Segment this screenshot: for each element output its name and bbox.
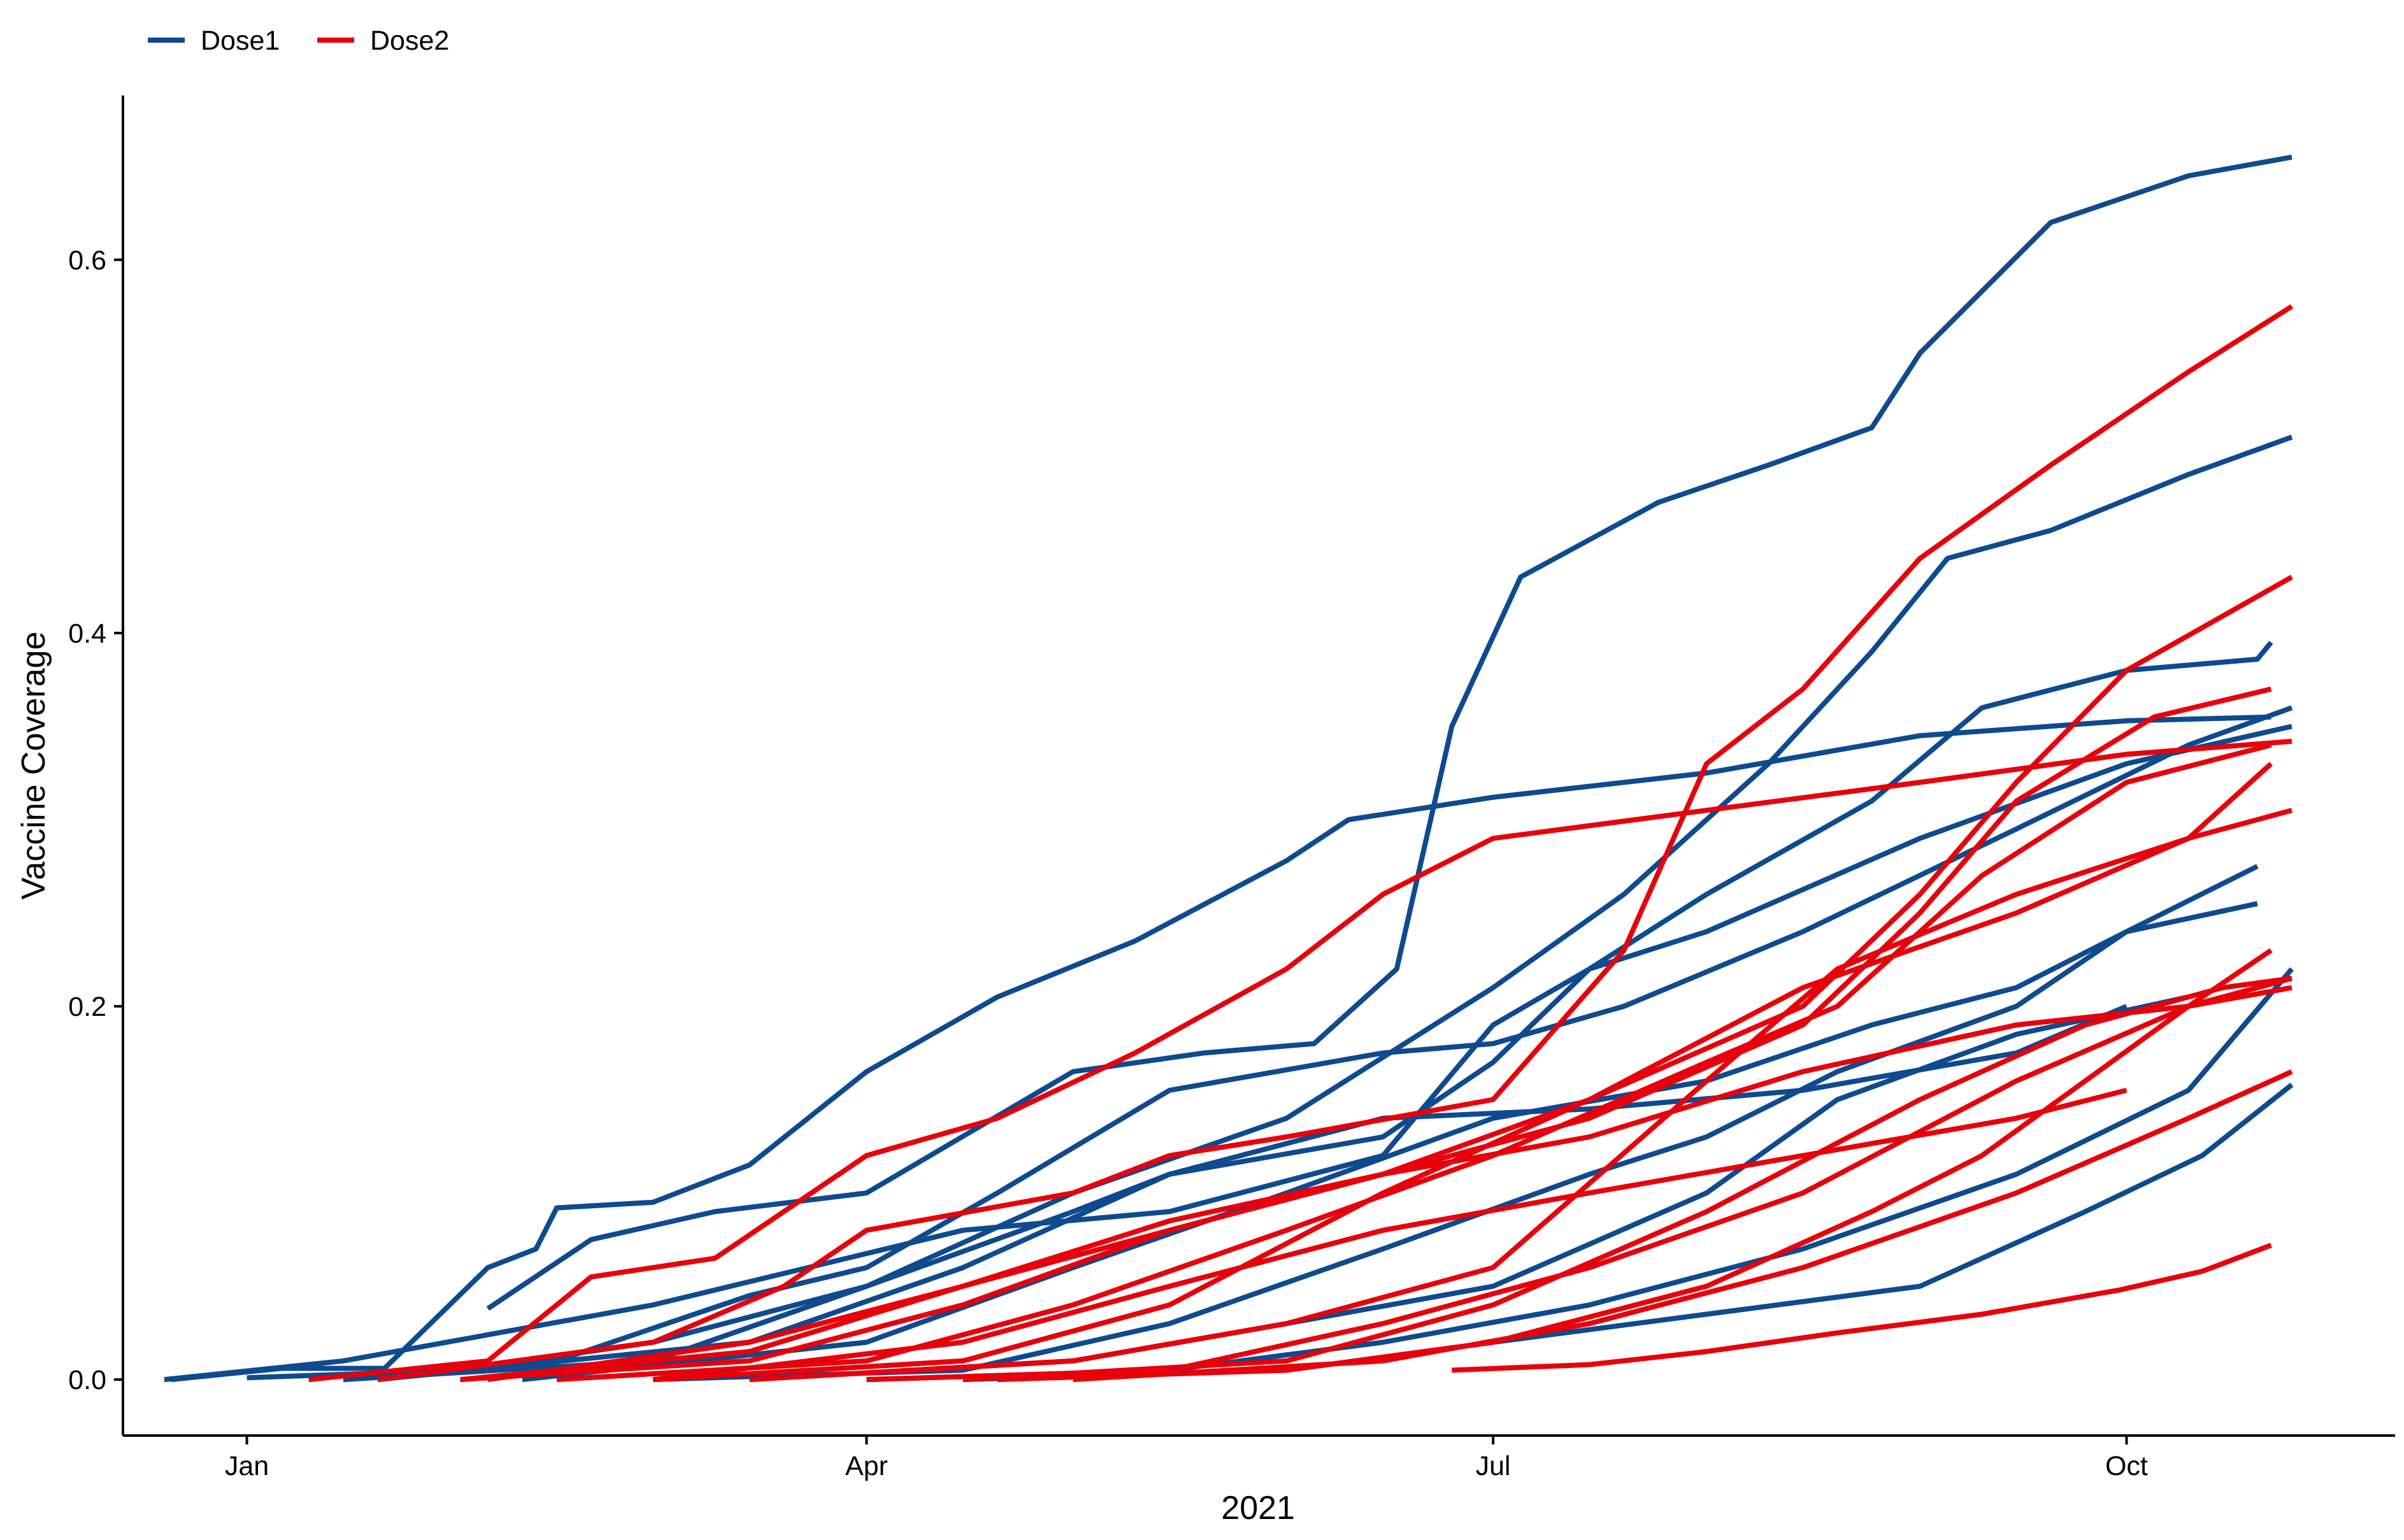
series-line-dose1-1 — [171, 714, 2272, 1383]
legend-label-dose1: Dose1 — [201, 25, 280, 56]
series-line-dose2-24 — [1452, 1243, 2272, 1373]
y-tick-label: 0.4 — [68, 618, 106, 649]
series-line-dose2-23 — [1073, 1069, 2293, 1383]
series-line-dose2-14 — [377, 304, 2294, 1383]
y-axis: 0.0 0.2 0.4 0.6 — [68, 96, 124, 1436]
x-axis-title: 2021 — [1221, 1490, 1295, 1527]
series-layer — [164, 154, 2294, 1383]
y-tick-label: 0.2 — [68, 992, 106, 1022]
x-tick-label: Jan — [225, 1451, 269, 1481]
series-line-dose2-19 — [749, 808, 2293, 1383]
series-line-dose2-26 — [460, 985, 2293, 1383]
series-line-dose1-5 — [308, 705, 2293, 1381]
legend-item-dose2[interactable]: Dose2 — [317, 25, 449, 56]
y-tick-label: 0.0 — [68, 1365, 106, 1395]
series-line-dose2-16 — [487, 687, 2272, 1383]
y-ticks: 0.0 0.2 0.4 0.6 — [68, 245, 123, 1395]
y-tick-label: 0.6 — [68, 245, 106, 276]
legend: Dose1 Dose2 — [148, 25, 449, 56]
series-line-dose2-17 — [556, 742, 2272, 1383]
legend-item-dose1[interactable]: Dose1 — [148, 25, 280, 56]
x-tick-label: Jul — [1476, 1451, 1511, 1481]
series-line-dose2-20 — [866, 976, 2293, 1383]
x-tick-label: Oct — [2105, 1451, 2148, 1481]
series-line-dose1-6 — [343, 724, 2293, 1383]
series-line-dose1-2 — [486, 154, 2293, 1311]
series-line-dose2-13 — [308, 738, 2293, 1383]
x-tick-label: Apr — [845, 1451, 888, 1481]
x-ticks: Jan Apr Jul Oct — [225, 1436, 2148, 1481]
series-line-dose2-18 — [653, 762, 2273, 1383]
legend-label-dose2: Dose2 — [370, 25, 449, 56]
series-line-dose2-25 — [652, 1088, 2128, 1383]
y-axis-title: Vaccine Coverage — [15, 631, 52, 899]
series-line-dose1-4 — [164, 641, 2273, 1383]
series-line-dose1-3 — [247, 434, 2293, 1381]
x-axis: Jan Apr Jul Oct — [123, 1434, 2395, 1481]
series-line-dose1-9 — [653, 901, 2258, 1383]
